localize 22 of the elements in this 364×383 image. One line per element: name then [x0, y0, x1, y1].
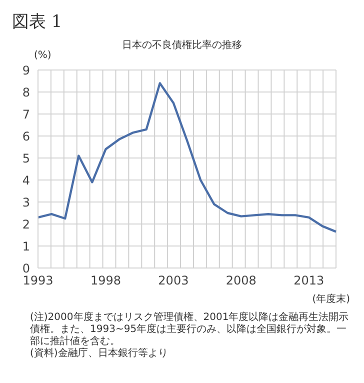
text: (資料)金融庁、日本銀行等より: [30, 348, 169, 360]
y-tick-label: 8: [22, 85, 30, 100]
text: (注)2000年度まではリスク管理債権、2001年度以降は金融再生法開示債権。また、1993~95年度は主要行のみ、以降は全国銀行が対象。一部に推計値を含む。: [30, 312, 350, 348]
y-tick-label: 1: [22, 239, 30, 254]
y-tick-label: 6: [22, 129, 30, 144]
x-tick-label: 2003: [158, 274, 189, 288]
x-axis-title: (年度末): [312, 292, 350, 306]
chart-title: 日本の不良債権比率の推移: [122, 40, 242, 51]
y-tick-label: 2: [22, 217, 30, 232]
y-tick-label: 9: [22, 63, 30, 78]
x-tick-label: 2013: [294, 274, 324, 288]
x-tick-label: 1998: [90, 274, 121, 288]
line-series: [36, 82, 338, 233]
y-tick-label: 4: [22, 173, 30, 188]
text: 図表 1: [12, 11, 62, 33]
x-tick-label: 1993: [22, 274, 54, 288]
x-tick-label: 2008: [226, 274, 256, 288]
y-tick-label: 5: [22, 151, 30, 166]
y-axis-title: (%): [34, 50, 52, 61]
y-tick-label: 3: [22, 195, 30, 210]
y-tick-label: 7: [22, 107, 30, 122]
y-tick-label: 0: [22, 261, 30, 276]
